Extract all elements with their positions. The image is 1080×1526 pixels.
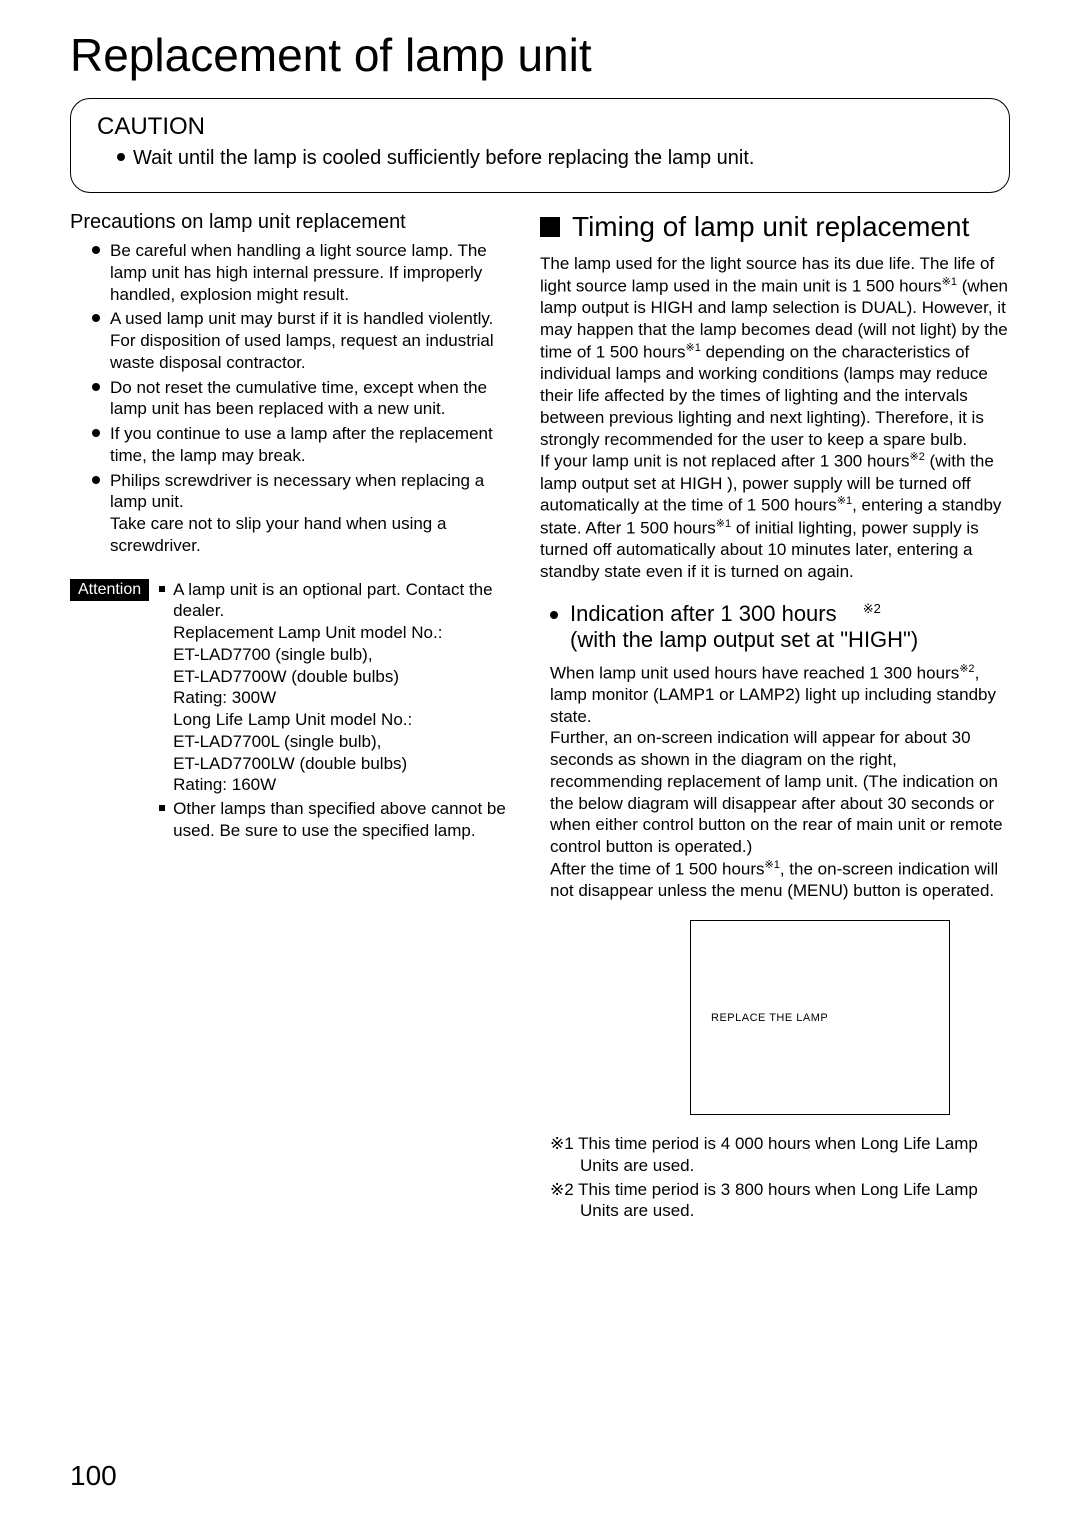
attention-section: Attention A lamp unit is an optional par… <box>70 579 510 844</box>
ref-marker: ※1 <box>716 518 731 530</box>
caution-title: CAUTION <box>97 113 983 141</box>
footnote-item: ※1 This time period is 4 000 hours when … <box>550 1133 1010 1177</box>
diagram-box: REPLACE THE LAMP <box>690 920 950 1115</box>
indication-heading-line1: Indication after 1 300 hours <box>570 601 837 626</box>
indication-heading: Indication after 1 300 hours ※2 (with th… <box>540 601 1010 654</box>
content-columns: Precautions on lamp unit replacement Be … <box>70 211 1010 1224</box>
timing-heading: Timing of lamp unit replacement <box>540 211 1010 243</box>
timing-body: The lamp used for the light source has i… <box>540 253 1010 583</box>
attention-item: A lamp unit is an optional part. Contact… <box>159 579 510 797</box>
indication-text: After the time of 1 500 hours <box>550 860 765 879</box>
footnote-item: ※2 This time period is 3 800 hours when … <box>550 1179 1010 1223</box>
square-icon <box>540 217 560 237</box>
caution-box: CAUTION Wait until the lamp is cooled su… <box>70 98 1010 193</box>
left-column: Precautions on lamp unit replacement Be … <box>70 211 510 1224</box>
timing-text: If your lamp unit is not replaced after … <box>540 452 909 471</box>
timing-text: The lamp used for the light source has i… <box>540 254 994 295</box>
precaution-item: Do not reset the cumulative time, except… <box>110 377 510 421</box>
ref-marker: ※1 <box>837 495 852 507</box>
diagram-text: REPLACE THE LAMP <box>711 1012 828 1024</box>
ref-marker: ※2 <box>863 601 881 616</box>
ref-marker: ※1 <box>686 342 701 354</box>
precaution-item: If you continue to use a lamp after the … <box>110 423 510 467</box>
attention-content: A lamp unit is an optional part. Contact… <box>159 579 510 844</box>
attention-item: Other lamps than specified above cannot … <box>159 798 510 842</box>
ref-marker: ※2 <box>959 663 974 675</box>
page-number: 100 <box>70 1460 117 1492</box>
indication-text: When lamp unit used hours have reached 1… <box>550 663 959 682</box>
indication-body: When lamp unit used hours have reached 1… <box>540 662 1010 903</box>
precautions-heading: Precautions on lamp unit replacement <box>70 211 510 234</box>
ref-marker: ※2 <box>909 451 924 463</box>
caution-text: Wait until the lamp is cooled sufficient… <box>97 147 983 170</box>
precautions-list: Be careful when handling a light source … <box>70 240 510 557</box>
bullet-icon <box>117 153 125 161</box>
footnotes: ※1 This time period is 4 000 hours when … <box>540 1133 1010 1222</box>
indication-heading-line2: (with the lamp output set at "HIGH") <box>570 627 918 652</box>
precaution-item: A used lamp unit may burst if it is hand… <box>110 308 510 373</box>
ref-marker: ※1 <box>765 859 780 871</box>
precaution-item: Philips screwdriver is necessary when re… <box>110 470 510 557</box>
attention-badge: Attention <box>70 579 149 601</box>
page-title: Replacement of lamp unit <box>70 28 1010 82</box>
right-column: Timing of lamp unit replacement The lamp… <box>540 211 1010 1224</box>
indication-text: Further, an on-screen indication will ap… <box>550 728 1003 856</box>
precaution-item: Be careful when handling a light source … <box>110 240 510 305</box>
ref-marker: ※1 <box>942 276 957 288</box>
caution-body: Wait until the lamp is cooled sufficient… <box>133 147 754 169</box>
timing-heading-text: Timing of lamp unit replacement <box>572 211 969 243</box>
